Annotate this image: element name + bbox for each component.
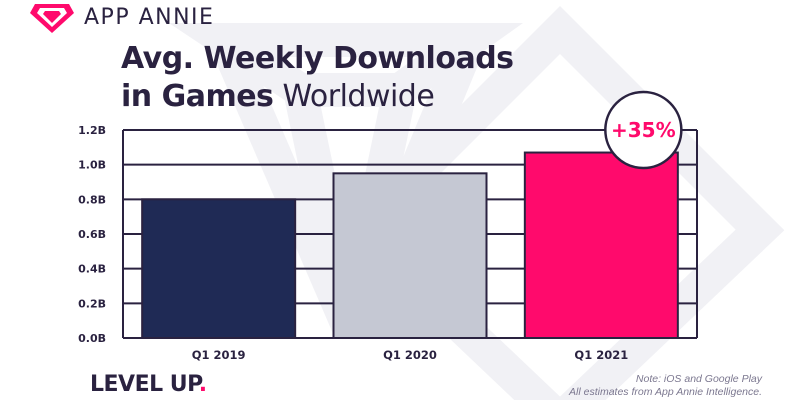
header: APP ANNIE xyxy=(30,0,214,34)
x-tick-label: Q1 2021 xyxy=(574,348,628,362)
diamond-logo-icon xyxy=(30,4,74,33)
bar xyxy=(332,172,488,339)
footnote-line-2: All estimates from App Annie Intelligenc… xyxy=(569,386,762,398)
tagline-text: LEVEL UP xyxy=(90,372,199,397)
brand-name: APP ANNIE xyxy=(84,4,215,30)
x-tick-label: Q1 2020 xyxy=(383,348,437,362)
growth-badge-circle xyxy=(604,90,683,170)
y-tick-label: 0.8B xyxy=(78,193,106,206)
bar xyxy=(523,151,679,339)
bar xyxy=(141,198,297,339)
tagline-dot: . xyxy=(198,372,207,397)
level-up-tagline: LEVEL UP. xyxy=(90,372,207,397)
y-tick-label: 0.4B xyxy=(78,263,106,276)
x-tick-label: Q1 2019 xyxy=(192,348,246,362)
title-line-2: in Games Worldwide xyxy=(121,78,514,116)
growth-badge-label: +35% xyxy=(611,118,676,142)
y-tick-label: 1.2B xyxy=(78,124,106,137)
y-tick-label: 0.6B xyxy=(78,228,106,241)
title-line-2-light: Worldwide xyxy=(282,79,435,114)
y-tick-label: 0.2B xyxy=(78,297,106,310)
y-tick-label: 0.0B xyxy=(78,332,106,345)
y-tick-label: 1.0B xyxy=(78,159,106,172)
chart-title: Avg. Weekly Downloads in Games Worldwide xyxy=(121,40,514,116)
title-line-2-bold: in Games xyxy=(121,79,274,114)
footnote: Note: iOS and Google Play All estimates … xyxy=(569,373,762,399)
title-line-1: Avg. Weekly Downloads xyxy=(121,41,514,76)
footnote-line-1: Note: iOS and Google Play xyxy=(635,373,762,385)
